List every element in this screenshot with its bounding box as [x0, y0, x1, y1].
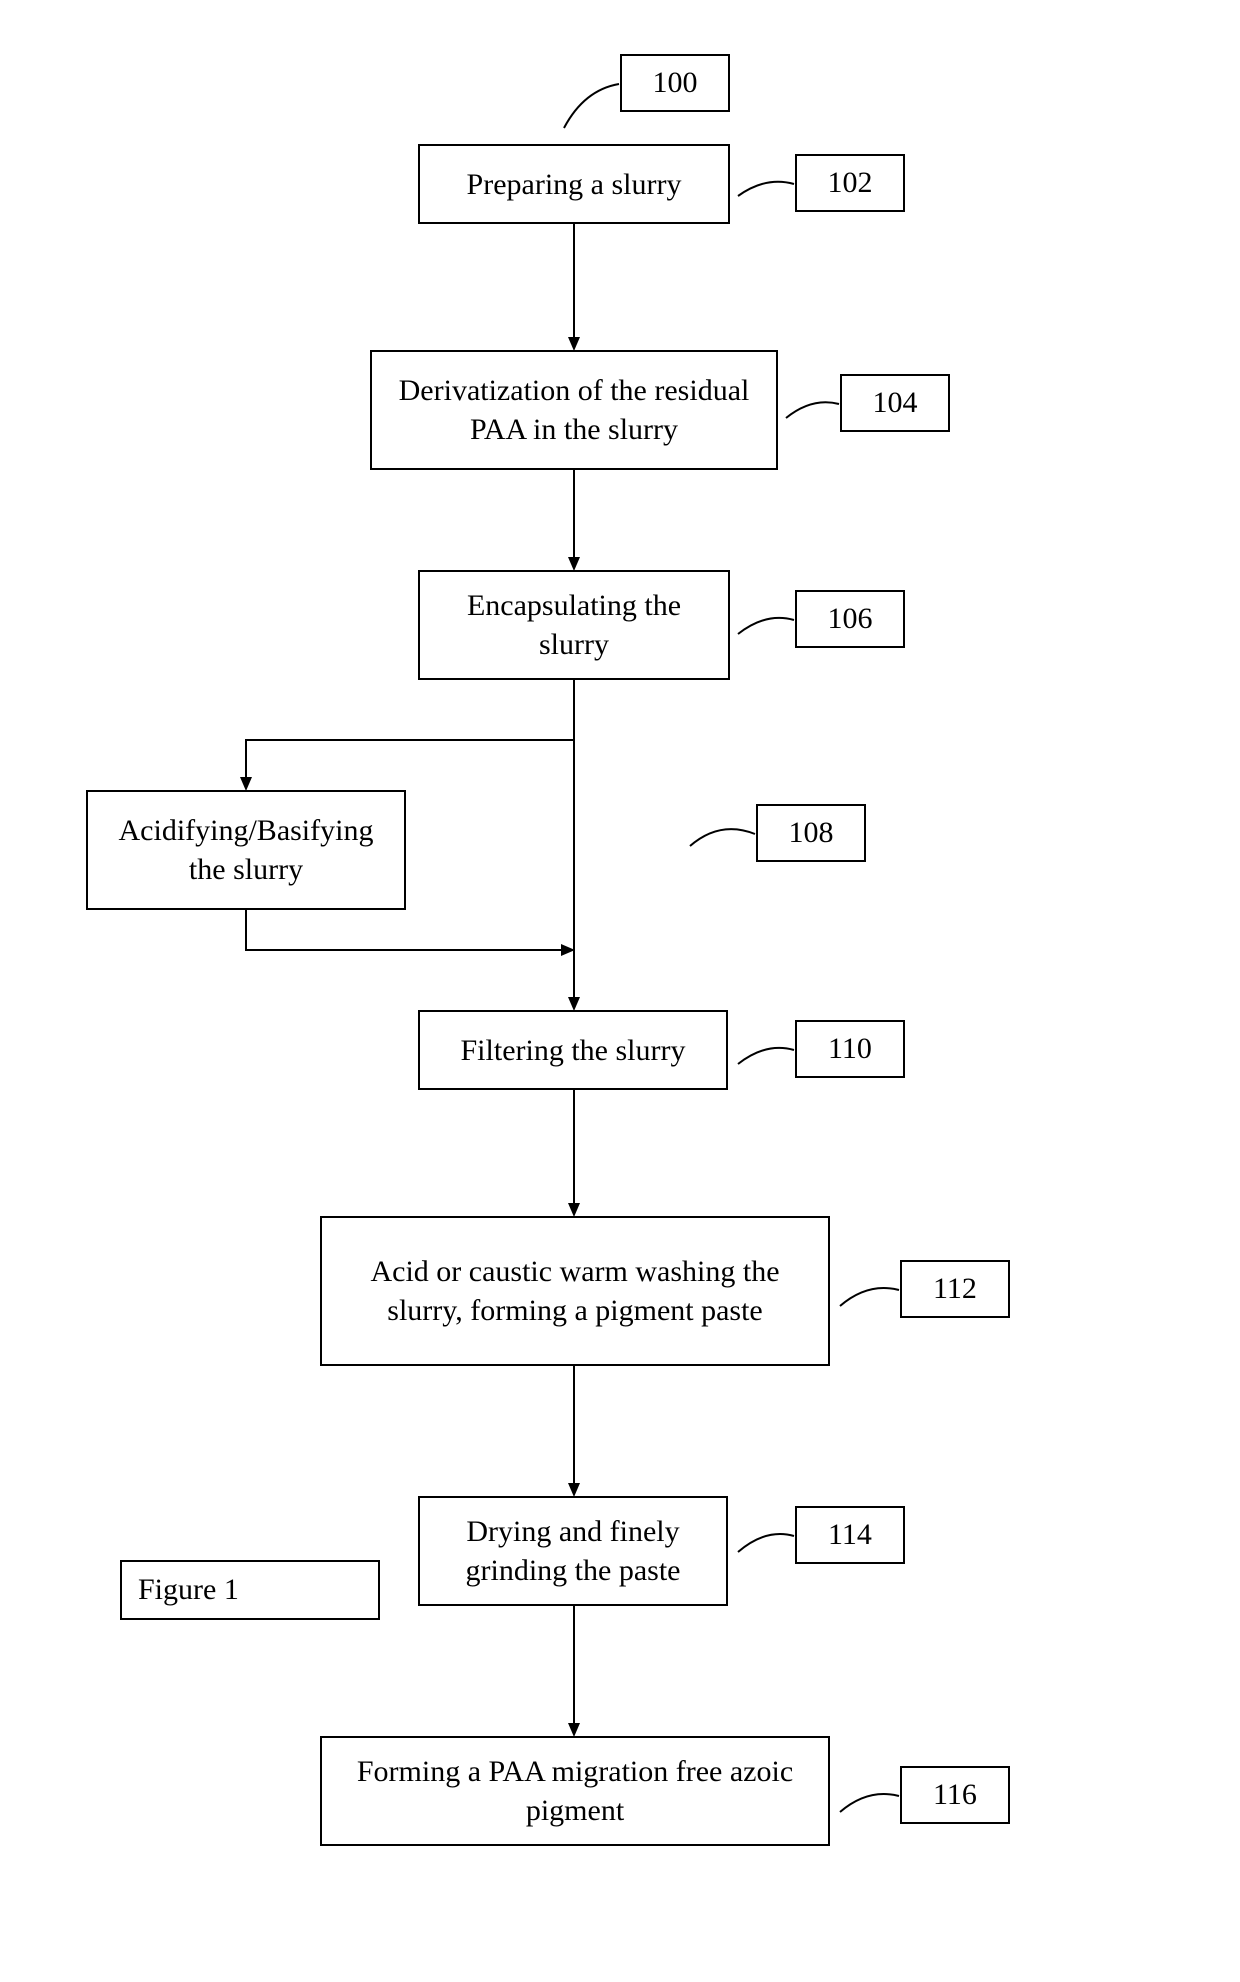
reference-label-114: 114: [795, 1506, 905, 1564]
reference-label-110: 110: [795, 1020, 905, 1078]
step-s112: Acid or caustic warm washing the slurry,…: [320, 1216, 830, 1366]
step-s110: Filtering the slurry: [418, 1010, 728, 1090]
leader-curve: [738, 1048, 794, 1064]
leader-curve: [840, 1288, 899, 1306]
reference-label-102: 102: [795, 154, 905, 212]
branch-out-arrow: [246, 740, 574, 788]
figure-caption: Figure 1: [120, 1560, 380, 1620]
reference-label-104: 104: [840, 374, 950, 432]
leader-curve: [786, 402, 839, 418]
step-s102: Preparing a slurry: [418, 144, 730, 224]
leader-curve: [738, 618, 794, 634]
reference-label-116: 116: [900, 1766, 1010, 1824]
step-s114: Drying and finely grinding the paste: [418, 1496, 728, 1606]
reference-label-108: 108: [756, 804, 866, 862]
step-s106: Encapsulating the slurry: [418, 570, 730, 680]
leader-curve: [840, 1794, 899, 1812]
flowchart-connectors: [0, 0, 1240, 1982]
step-s108: Acidifying/Basifying the slurry: [86, 790, 406, 910]
reference-label-112: 112: [900, 1260, 1010, 1318]
step-s104: Derivatization of the residual PAA in th…: [370, 350, 778, 470]
leader-curve: [690, 829, 755, 846]
leader-curve: [738, 182, 794, 196]
reference-label-106: 106: [795, 590, 905, 648]
reference-label-100: 100: [620, 54, 730, 112]
branch-in-arrow: [246, 910, 572, 950]
leader-curve: [564, 84, 619, 128]
leader-curve: [738, 1534, 794, 1552]
step-s116: Forming a PAA migration free azoic pigme…: [320, 1736, 830, 1846]
